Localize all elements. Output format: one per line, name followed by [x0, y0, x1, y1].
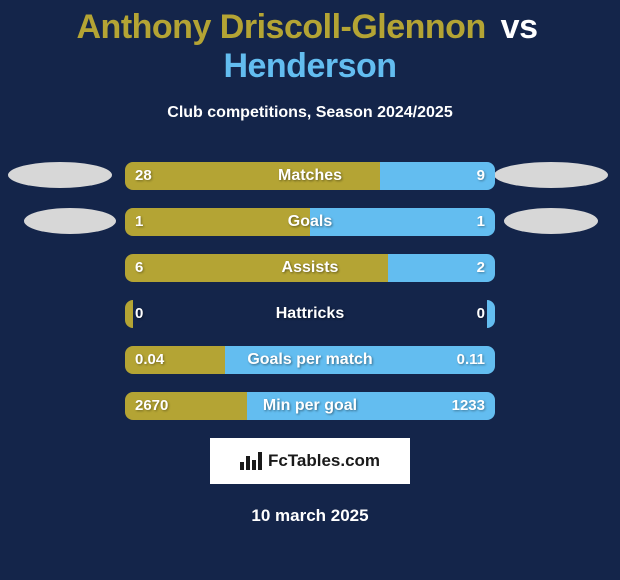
value-left: 6	[135, 254, 143, 282]
value-right: 9	[477, 162, 485, 190]
value-left: 2670	[135, 392, 168, 420]
stat-row: 0 0Hattricks	[125, 300, 495, 328]
value-right: 2	[477, 254, 485, 282]
bar-right	[310, 208, 495, 236]
bar-right	[487, 300, 495, 328]
bar-left	[125, 208, 310, 236]
stat-row: 0.040.11Goals per match	[125, 346, 495, 374]
bar-left	[125, 300, 133, 328]
value-right: 1233	[452, 392, 485, 420]
decorative-ellipse	[504, 208, 598, 234]
stat-label: Hattricks	[125, 300, 495, 328]
chart-area: 289Matches11Goals62Assists00Hattricks0.0…	[0, 162, 620, 420]
value-left: 1	[135, 208, 143, 236]
comparison-title: Anthony Driscoll-Glennon vs Henderson	[0, 0, 620, 86]
value-right: 0.11	[457, 346, 485, 374]
player1-name: Anthony Driscoll-Glennon	[77, 8, 486, 46]
bar-left	[125, 162, 380, 190]
bar-right	[225, 346, 495, 374]
date-text: 10 march 2025	[0, 506, 620, 526]
decorative-ellipse	[24, 208, 116, 234]
value-right: 0	[477, 300, 485, 328]
branding-text: FcTables.com	[268, 451, 380, 471]
stat-row: 289Matches	[125, 162, 495, 190]
subtitle: Club competitions, Season 2024/2025	[0, 104, 620, 122]
bar-left	[125, 254, 388, 282]
branding-badge: FcTables.com	[210, 438, 410, 484]
value-left: 0.04	[135, 346, 164, 374]
player2-name: Henderson	[223, 47, 396, 85]
branding-logo-icon	[240, 452, 262, 470]
decorative-ellipse	[8, 162, 112, 188]
stat-row: 11Goals	[125, 208, 495, 236]
value-right: 1	[477, 208, 485, 236]
stat-row: 62Assists	[125, 254, 495, 282]
vs-text: vs	[501, 8, 538, 46]
stat-row: 26701233Min per goal	[125, 392, 495, 420]
value-left: 28	[135, 162, 152, 190]
decorative-ellipse	[494, 162, 608, 188]
value-left: 0	[135, 300, 143, 328]
